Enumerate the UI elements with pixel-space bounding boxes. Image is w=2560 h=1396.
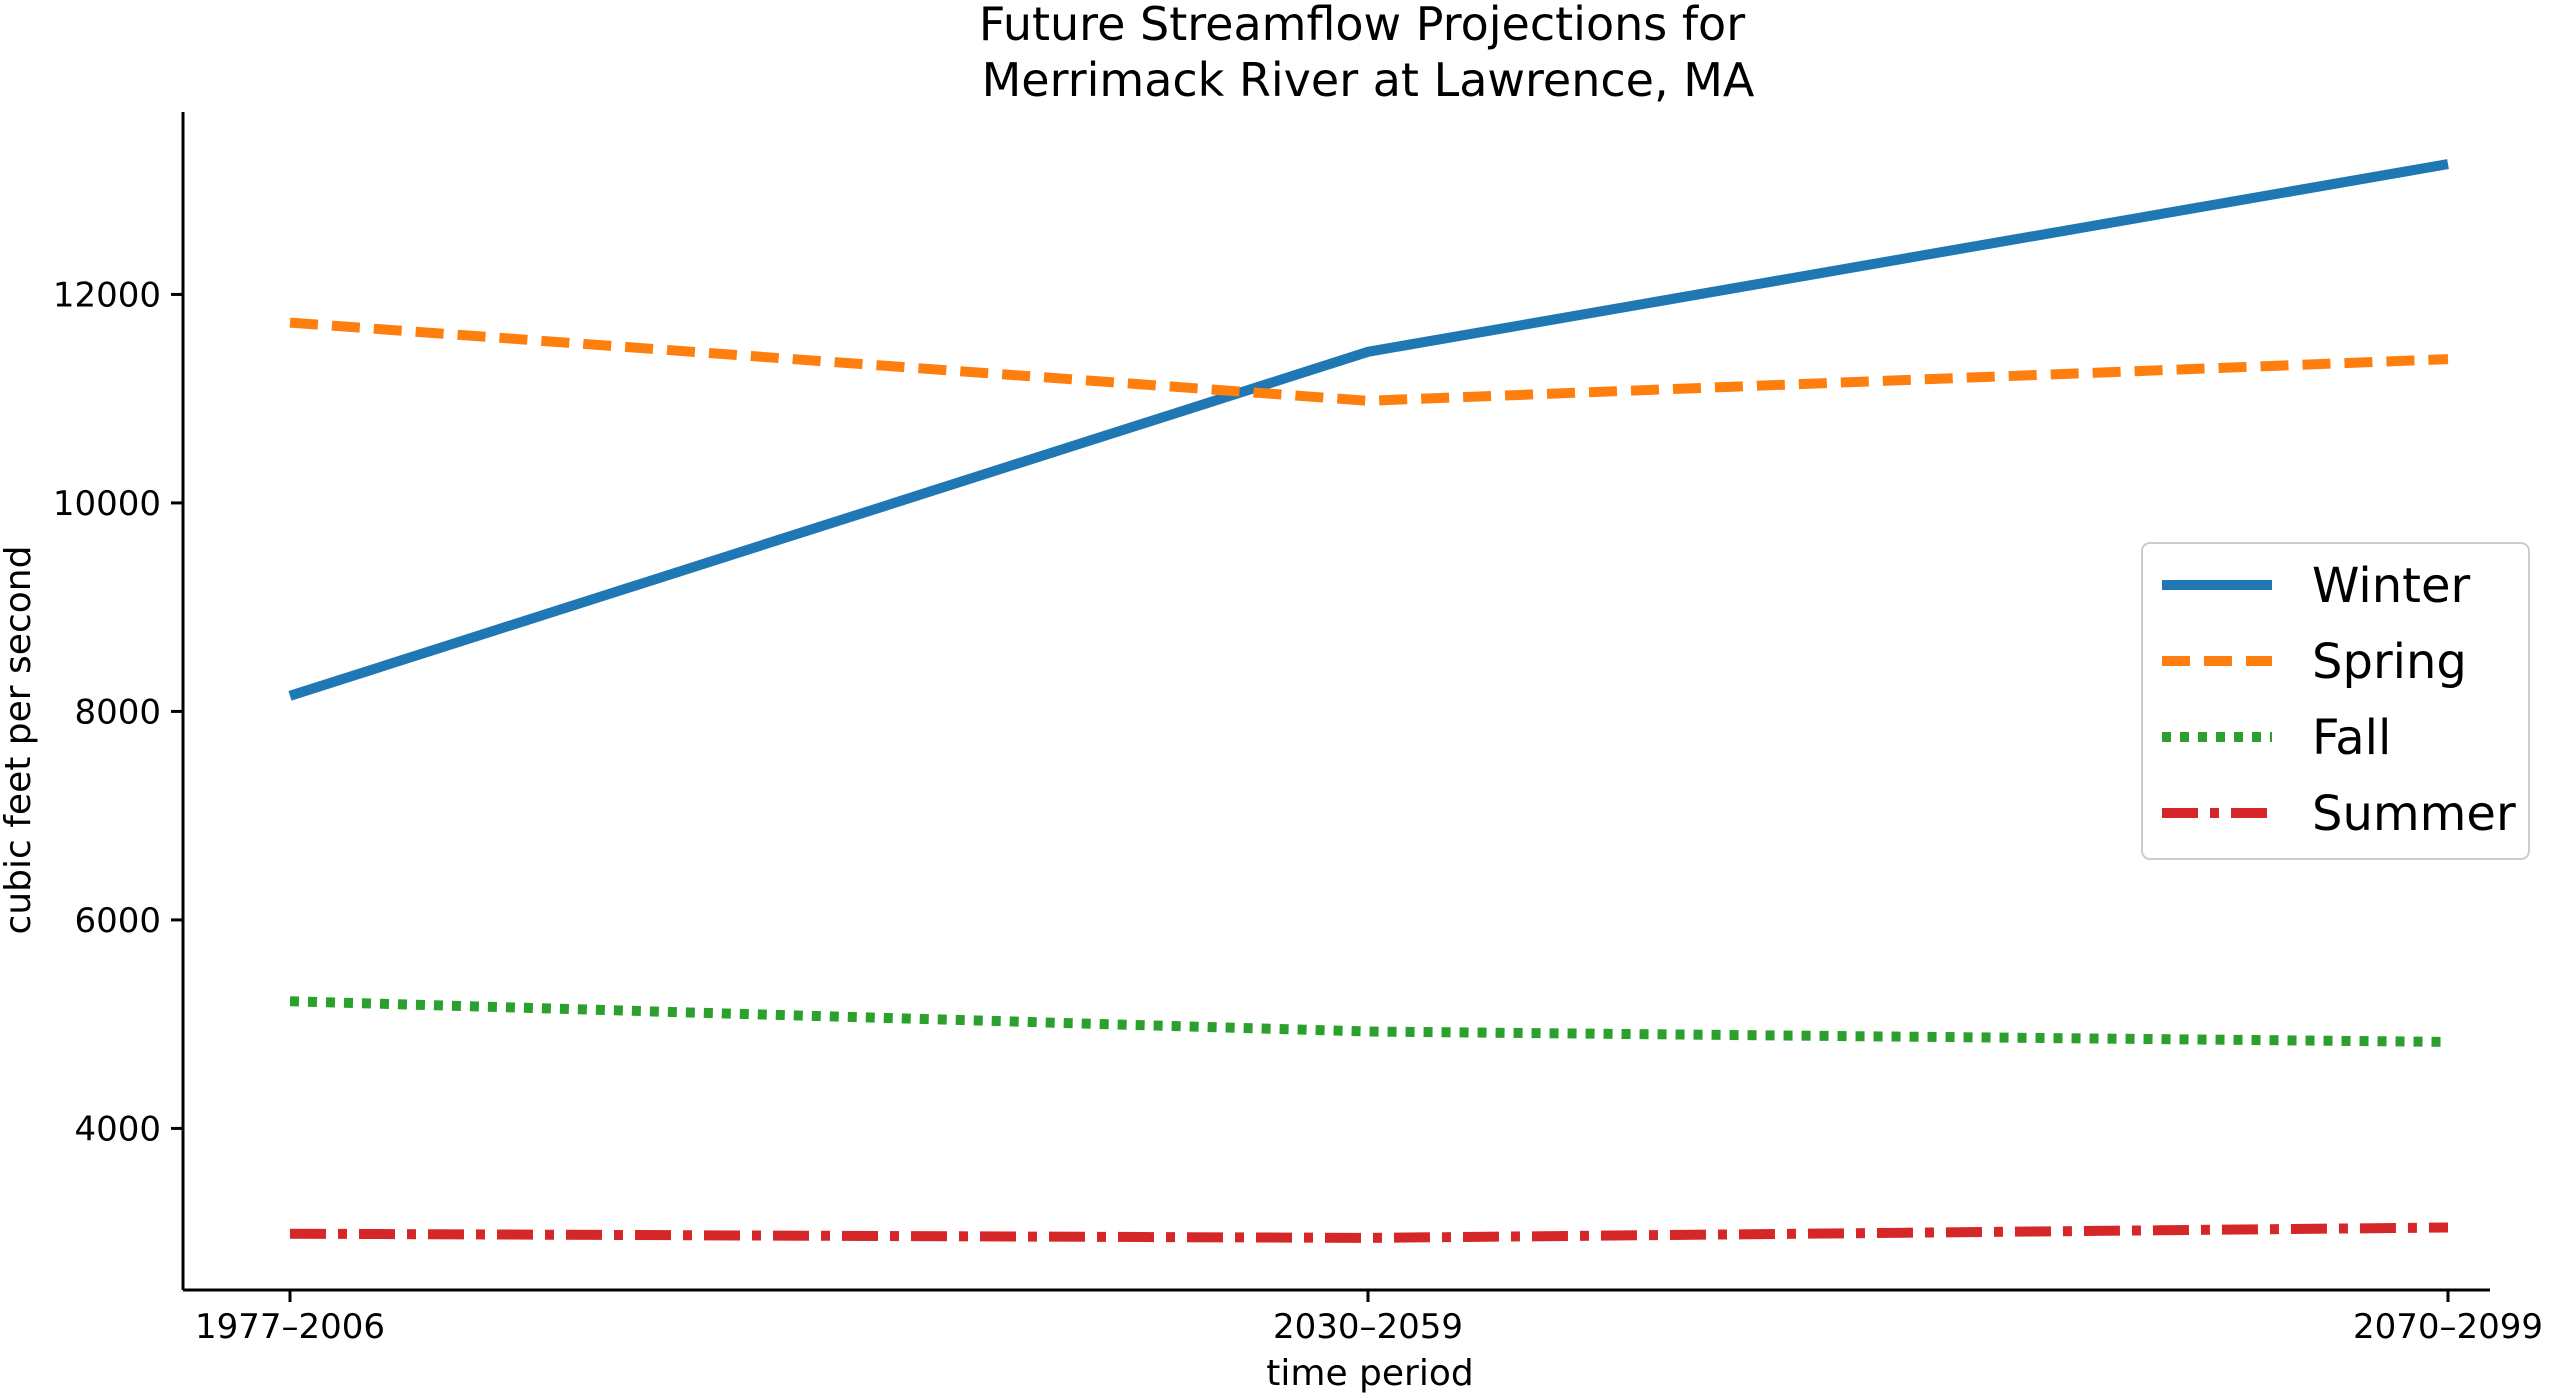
- data-point-winter: [1367, 351, 1369, 353]
- data-point-fall: [1367, 1030, 1369, 1032]
- chart-title-line-2: Merrimack River at Lawrence, MA: [982, 53, 1755, 107]
- series-line-spring: [289, 317, 2449, 406]
- data-point-spring: [2447, 358, 2449, 360]
- data-point-fall: [289, 1000, 291, 1002]
- series-line-fall: [289, 996, 2449, 1047]
- plot-area: [288, 159, 2449, 1243]
- data-point-spring: [289, 322, 291, 324]
- x-tick-label: 1977–2006: [195, 1307, 385, 1347]
- y-tick-label: 8000: [74, 692, 161, 732]
- x-axis-label: time period: [1266, 1353, 1473, 1394]
- y-axis-label: cubic feet per second: [0, 546, 39, 935]
- data-point-summer: [289, 1233, 291, 1235]
- y-tick-label: 4000: [74, 1109, 161, 1149]
- y-tick-label: 12000: [53, 275, 161, 315]
- data-point-winter: [289, 695, 291, 697]
- data-point-summer: [1367, 1237, 1369, 1239]
- legend: Winter Spring Fall Summer: [2141, 542, 2530, 860]
- legend-label-summer: Summer: [2312, 786, 2516, 842]
- x-tick-label: 2030–2059: [1273, 1307, 1463, 1347]
- x-axis-ticks: 1977–2006 2030–2059 2070–2099: [195, 1290, 2543, 1347]
- chart-title-line-1: Future Streamflow Projections for: [979, 0, 1745, 51]
- legend-label-fall: Fall: [2312, 710, 2391, 766]
- legend-label-spring: Spring: [2312, 634, 2467, 690]
- x-tick-label: 2070–2099: [2353, 1307, 2543, 1347]
- series-line-summer: [289, 1222, 2449, 1243]
- data-point-summer: [2447, 1226, 2449, 1228]
- y-tick-label: 6000: [74, 901, 161, 941]
- legend-box: [2141, 542, 2530, 860]
- series-line-winter: [288, 159, 2449, 701]
- data-point-fall: [2447, 1041, 2449, 1043]
- y-axis-ticks: 4000 6000 8000 10000 12000: [53, 275, 183, 1149]
- y-tick-label: 10000: [53, 484, 161, 524]
- data-point-spring: [1367, 400, 1369, 402]
- legend-label-winter: Winter: [2312, 558, 2471, 614]
- data-point-winter: [2447, 163, 2449, 165]
